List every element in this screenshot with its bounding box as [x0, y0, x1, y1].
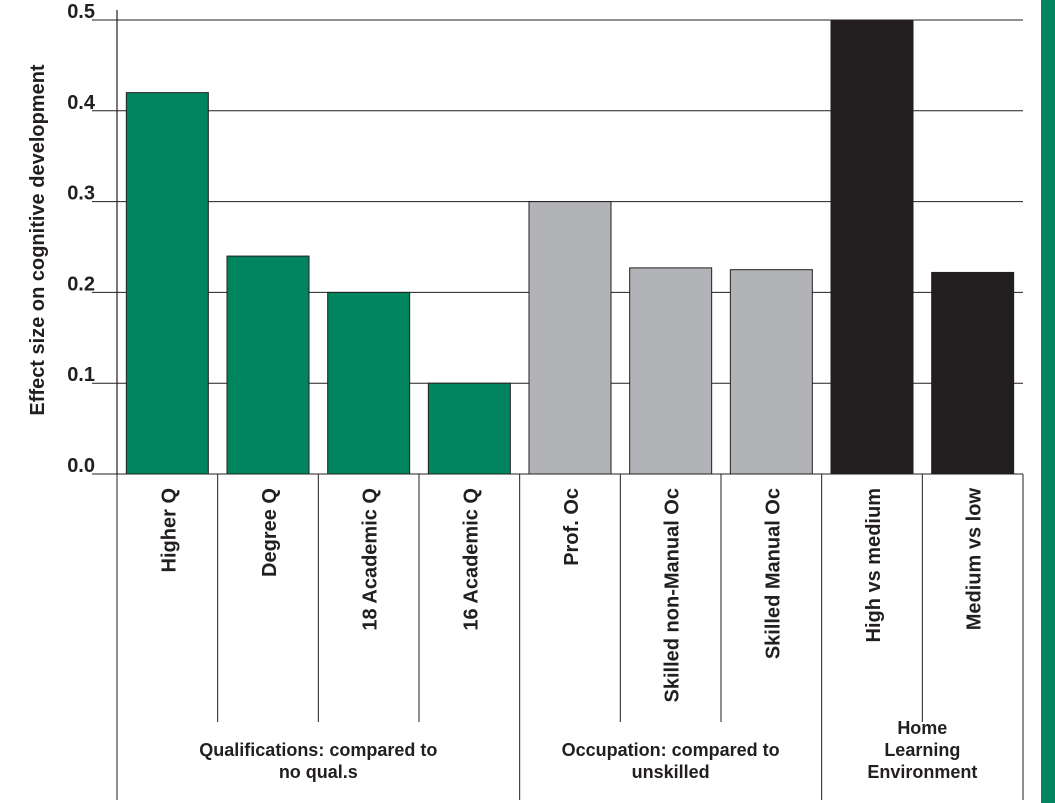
bar [830, 19, 914, 475]
group-label: unskilled [632, 762, 710, 782]
group-label: no qual.s [279, 762, 358, 782]
bar [931, 271, 1015, 475]
bar [629, 267, 713, 475]
y-tick-label: 0.3 [67, 183, 95, 205]
y-tick-label: 0.5 [67, 1, 95, 23]
bar [427, 382, 511, 475]
y-tick-label: 0.4 [67, 92, 96, 114]
bars [125, 19, 1015, 475]
x-tick-label: Degree Q [259, 488, 281, 577]
right-accent-strip [1041, 0, 1055, 803]
right-edge-divider [1039, 0, 1041, 803]
y-axis-label: Effect size on cognitive development [27, 64, 49, 416]
x-tick-label: Higher Q [158, 488, 180, 572]
group-label: Environment [867, 762, 977, 782]
group-label: Qualifications: compared to [199, 740, 437, 760]
x-tick-label: Skilled non-Manual Oc [662, 488, 684, 702]
group-label: Occupation: compared to [562, 740, 780, 760]
y-tick-label: 0.0 [67, 455, 95, 477]
bar [226, 255, 310, 475]
bar [528, 201, 612, 475]
y-tick-label: 0.1 [67, 364, 95, 386]
group-label: Home [897, 718, 947, 738]
y-tick-label: 0.2 [67, 273, 95, 295]
x-tick-label: Prof. Oc [561, 488, 583, 566]
x-tick-labels: Higher Q Degree Q 18 Academic Q 16 Academic… [158, 488, 985, 703]
bar [327, 291, 411, 475]
bar [729, 269, 813, 475]
group-label: Learning [884, 740, 960, 760]
y-tick-labels: 0.0 0.1 0.2 0.3 0.4 0.5 [67, 1, 96, 477]
axes [116, 10, 1024, 800]
bar [125, 92, 209, 475]
x-tick-label: High vs medium [863, 488, 885, 642]
x-tick-label: 16 Academic Q [460, 488, 482, 631]
x-tick-label: 18 Academic Q [360, 488, 382, 631]
x-tick-label: Medium vs low [964, 488, 986, 631]
x-tick-label: Skilled Manual Oc [762, 488, 784, 659]
